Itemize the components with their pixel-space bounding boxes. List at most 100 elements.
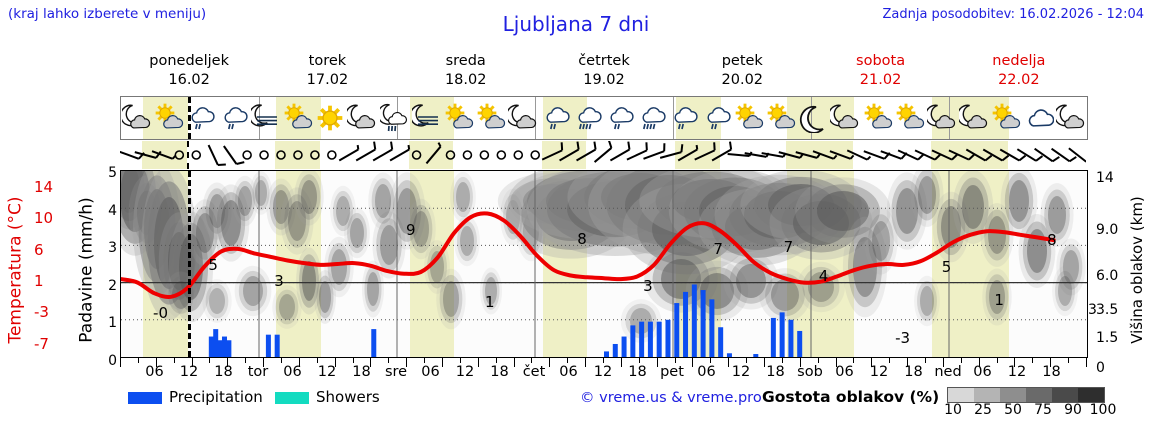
day-header-sreda: sreda 18.02 (397, 52, 535, 90)
wind-barb (559, 141, 580, 162)
temperature-tick: 10 (34, 209, 54, 228)
precipitation-bar (753, 354, 759, 357)
cloud-density-title: Gostota oblakov (%) (762, 388, 940, 406)
x-axis-tick (263, 358, 265, 367)
wind-barb (846, 149, 872, 161)
copyright-notice[interactable]: © vreme.us & vreme.pro (580, 390, 762, 406)
temperature-value-label: 1 (994, 291, 1004, 310)
x-axis-tick (996, 358, 998, 363)
precipitation-bar (656, 321, 662, 357)
weather-icon-row (120, 96, 1088, 140)
day-separator (673, 97, 674, 139)
precipitation-tick: 4 (108, 202, 117, 219)
x-axis-label: 06 (421, 364, 440, 380)
moon-cloud-icon (958, 97, 990, 139)
moon-cloud-sleet-icon (379, 97, 411, 139)
cloud-density-tick: 10 (944, 402, 962, 418)
wind-barbs (120, 141, 1086, 166)
x-axis-tick (835, 358, 837, 367)
cloud-height-tick: 14 (1096, 170, 1114, 186)
day-date: 22.02 (998, 72, 1040, 88)
wind-barb (174, 150, 185, 160)
legend-showers: Showers (275, 388, 380, 406)
x-axis-tick (155, 358, 157, 367)
x-axis-tick (281, 358, 282, 363)
moon-cloud-icon (926, 97, 958, 139)
x-axis-tick (245, 358, 247, 363)
wind-barb (829, 150, 855, 160)
wind-barb (609, 141, 631, 162)
cloud-density-field (121, 171, 1086, 343)
wind-barb (327, 150, 337, 160)
temperature-value-label: -3 (895, 328, 911, 347)
precipitation-bar (665, 319, 671, 357)
last-updated: Zadnja posodobitev: 16.02.2026 - 12:04 (882, 7, 1144, 22)
sun-icon (314, 97, 346, 139)
moon-cloud-icon (346, 97, 378, 139)
cloud-density-tick: 75 (1034, 402, 1052, 418)
day-date: 18.02 (444, 72, 487, 88)
cloud-drizzle-icon (540, 97, 572, 139)
x-axis-label: sob (797, 364, 823, 380)
x-axis-tick (638, 358, 640, 363)
wind-barb (694, 142, 716, 161)
x-axis-tick (298, 358, 300, 367)
wind-barb (496, 150, 507, 160)
wind-barb (593, 141, 613, 163)
precipitation-bar (647, 321, 653, 357)
precipitation-bar (691, 284, 697, 357)
day-name: sobota (856, 53, 906, 69)
x-axis-tick (1086, 358, 1087, 367)
wind-barb (462, 150, 473, 160)
x-axis-label: 06 (697, 364, 716, 380)
wind-barb (965, 148, 993, 162)
precipitation-tick: 0 (108, 353, 117, 369)
wind-barb (120, 150, 145, 160)
moon-cloud-icon (121, 97, 153, 139)
x-axis-label: 18 (904, 364, 923, 380)
x-axis-tick (710, 358, 712, 363)
cloud-density-tick: 90 (1064, 402, 1082, 418)
x-axis-tick (781, 358, 783, 363)
x-axis-label: pet (660, 364, 684, 380)
x-axis-tick (1068, 358, 1070, 363)
wind-barb (445, 150, 456, 160)
sun-cloud-icon (475, 97, 507, 139)
wind-barb (479, 150, 490, 160)
wind-barb (338, 144, 360, 162)
precipitation-bar (779, 312, 785, 357)
cloud-density-step-100 (1078, 388, 1104, 402)
temperature-tick: -7 (34, 334, 49, 353)
x-axis-label: 12 (317, 364, 337, 380)
legend-precipitation: Precipitation (128, 388, 263, 406)
wind-barb (541, 142, 564, 161)
wind-barb (659, 144, 684, 159)
x-axis-label: 12 (1007, 364, 1027, 380)
precipitation-bar (274, 334, 280, 357)
day-date: 21.02 (859, 72, 902, 88)
day-name: ponedeljek (149, 53, 229, 69)
x-axis-label: 12 (179, 364, 199, 380)
x-axis-label: 06 (559, 364, 578, 380)
cloud-density-step-10 (948, 388, 974, 402)
x-axis-tick (656, 358, 658, 367)
sun-cloud-icon (443, 97, 475, 139)
x-axis-label: 18 (766, 364, 785, 380)
wind-barb (223, 145, 245, 165)
x-axis-tick (1014, 358, 1016, 367)
moon-wind-icon (411, 97, 443, 139)
wind-barb (982, 148, 1010, 162)
x-axis-label: 18 (214, 364, 233, 380)
wind-barb (259, 150, 269, 160)
temperature-tick: 14 (34, 178, 54, 196)
x-axis-tick (853, 358, 855, 363)
x-axis-tick (764, 358, 765, 367)
x-axis-tick (334, 358, 336, 367)
current-time-marker (186, 141, 189, 169)
precipitation-bar (683, 291, 689, 357)
precipitation-bar (674, 303, 680, 357)
wind-barb (677, 144, 699, 162)
cloud-density-colorbar (947, 387, 1105, 403)
x-axis-label: 06 (283, 364, 302, 380)
